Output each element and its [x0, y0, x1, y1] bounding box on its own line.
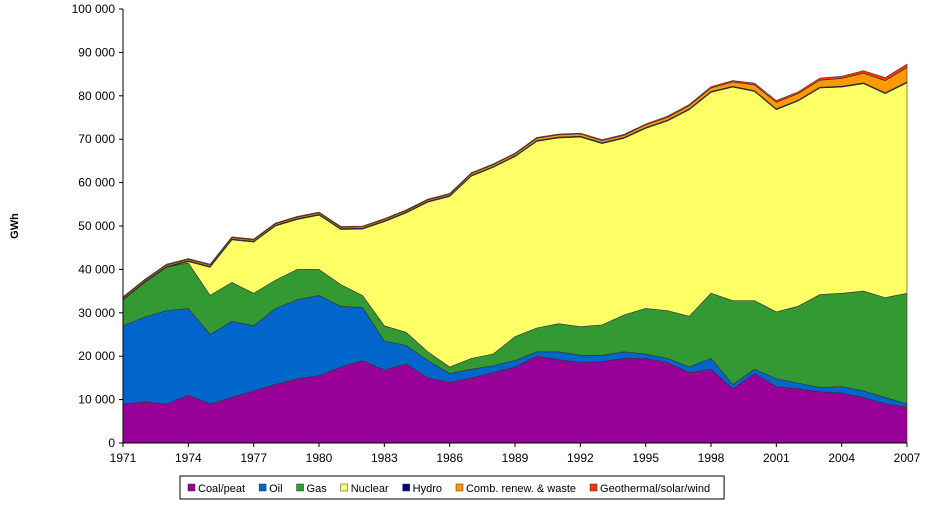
- x-tick-label: 1989: [502, 451, 529, 465]
- x-tick-label: 1995: [632, 451, 659, 465]
- x-tick-label: 1998: [698, 451, 725, 465]
- legend-label: Gas: [307, 483, 328, 495]
- legend-swatch: [340, 483, 348, 492]
- y-tick-label: 70 000: [78, 132, 115, 146]
- legend-swatch: [589, 483, 598, 492]
- y-tick-label: 0: [108, 436, 115, 450]
- x-tick-label: 1974: [175, 451, 202, 465]
- legend: Coal/peat Oil Gas Nuclear Hydro Comb. renew. …: [179, 475, 725, 500]
- x-tick-label: 1971: [110, 451, 137, 465]
- legend-box: [179, 475, 725, 500]
- x-tick-label: 1986: [436, 451, 463, 465]
- y-tick-label: 50 000: [78, 219, 115, 233]
- y-tick-label: 10 000: [78, 393, 115, 407]
- y-axis-label: GWh: [9, 213, 21, 239]
- y-tick-label: 100 000: [72, 2, 116, 16]
- x-tick-label: 1977: [240, 451, 267, 465]
- x-tick-label: 2001: [763, 451, 790, 465]
- y-tick-label: 90 000: [78, 45, 115, 59]
- x-tick-label: 1992: [567, 451, 594, 465]
- legend-label: Oil: [269, 483, 282, 495]
- x-tick-label: 1983: [371, 451, 398, 465]
- x-tick-label: 1980: [306, 451, 333, 465]
- y-tick-label: 20 000: [78, 349, 115, 363]
- legend-swatch: [402, 483, 410, 492]
- y-tick-label: 30 000: [78, 306, 115, 320]
- area: [122, 63, 908, 299]
- legend-swatch: [258, 483, 267, 492]
- legend-swatch: [187, 483, 196, 492]
- y-tick-label: 80 000: [78, 89, 115, 103]
- legend-label: Nuclear: [351, 483, 389, 495]
- legend-label: Geothermal/solar/wind: [600, 483, 710, 495]
- legend-label: Coal/peat: [198, 483, 245, 495]
- legend-label: Hydro: [413, 483, 442, 495]
- legend-label: Comb. renew. & waste: [466, 483, 576, 495]
- y-tick-label: 40 000: [78, 262, 115, 276]
- x-tick-label: 2004: [828, 451, 855, 465]
- y-tick-label: 60 000: [78, 176, 115, 190]
- x-tick-label: 2007: [894, 451, 921, 465]
- legend-swatch: [296, 483, 304, 492]
- legend-swatch: [455, 483, 464, 492]
